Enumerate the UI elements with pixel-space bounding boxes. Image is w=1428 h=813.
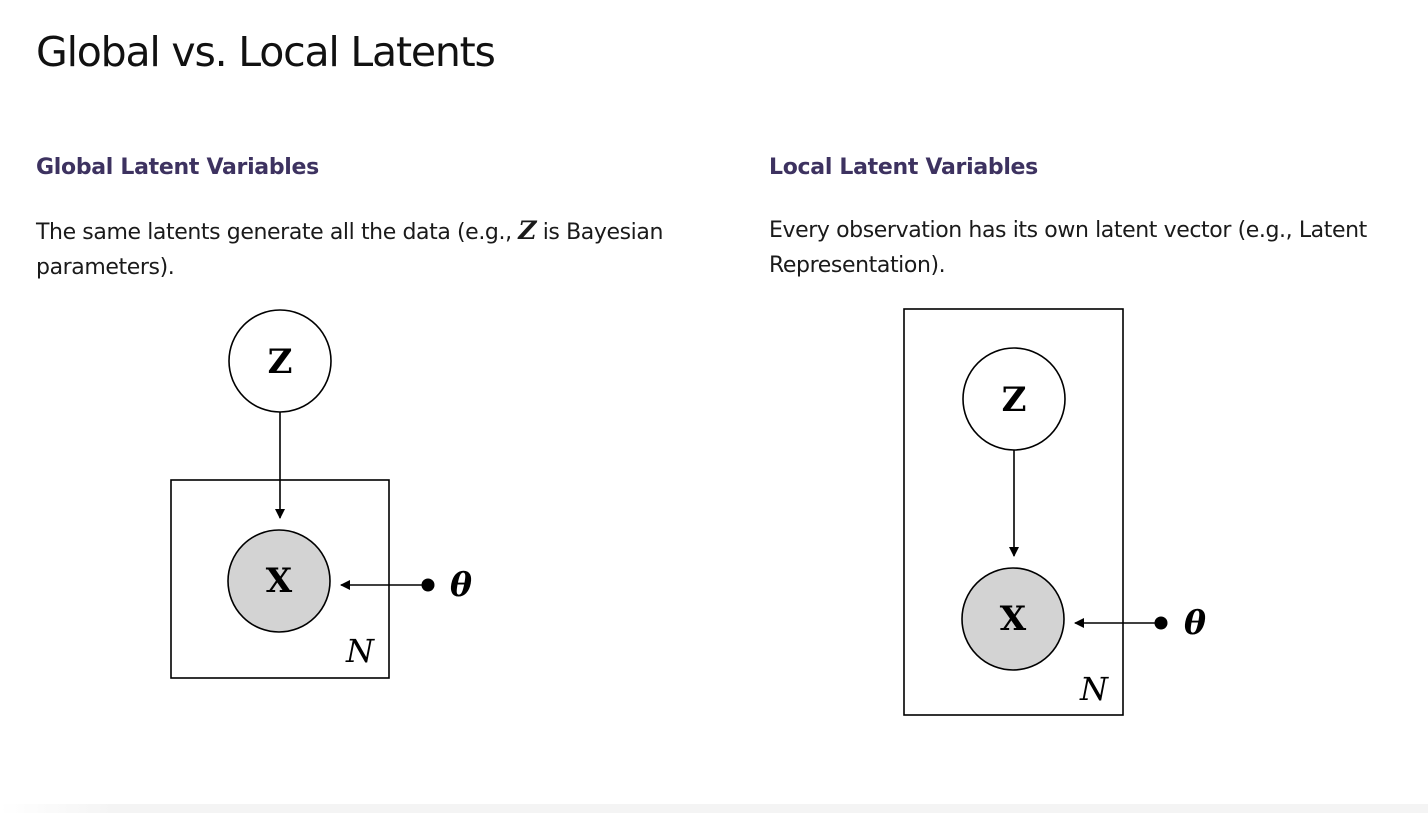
global-description-before: The same latents generate all the data (…	[36, 220, 519, 245]
local-observed-node	[961, 567, 1065, 671]
local-plate	[903, 308, 1124, 716]
global-description-after: is Bayesian parameters).	[36, 220, 664, 280]
local-section-heading: Local Latent Variables	[769, 155, 1038, 180]
local-param-dot	[1154, 616, 1168, 630]
global-param-label: θ	[450, 565, 472, 604]
global-section-description: The same latents generate all the data (…	[36, 213, 676, 285]
global-latent-node-label: Z	[268, 342, 293, 382]
global-observed-node	[227, 529, 331, 633]
global-description-variable: Z	[518, 216, 537, 245]
page-title: Global vs. Local Latents	[36, 28, 496, 76]
local-observed-node-label: X	[1000, 599, 1027, 639]
global-section-heading: Global Latent Variables	[36, 155, 319, 180]
global-param-dot	[421, 578, 435, 592]
global-observed-node-label: X	[266, 561, 293, 601]
global-plate-label: N	[345, 632, 375, 670]
bottom-scroll-edge	[0, 804, 1428, 813]
local-param-label: θ	[1184, 603, 1206, 642]
local-plate-label: N	[1079, 670, 1109, 708]
local-section-description: Every observation has its own latent vec…	[769, 218, 1367, 278]
local-diagram: Z X θ N	[903, 308, 1206, 716]
local-latent-node-label: Z	[1002, 380, 1027, 420]
global-diagram: Z X θ N	[170, 309, 472, 679]
